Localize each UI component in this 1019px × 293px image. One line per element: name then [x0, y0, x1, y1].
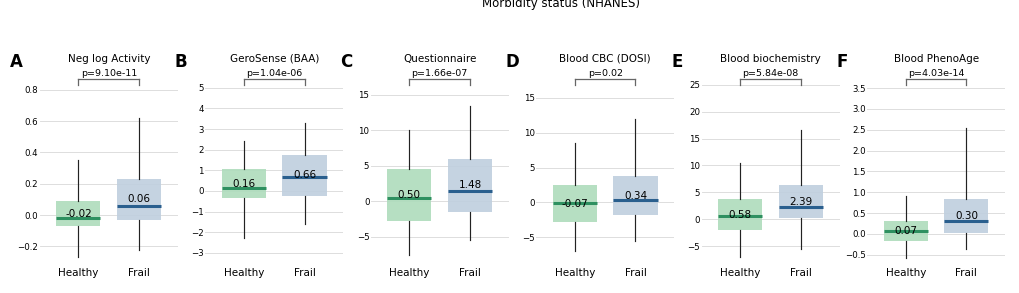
Title: Blood biochemistry: Blood biochemistry — [719, 54, 820, 64]
Title: GeroSense (BAA): GeroSense (BAA) — [229, 54, 319, 64]
Text: C: C — [340, 53, 353, 71]
Text: p=1.04e-06: p=1.04e-06 — [246, 69, 302, 78]
Text: 0.50: 0.50 — [397, 190, 421, 200]
Text: 0.34: 0.34 — [624, 190, 646, 200]
Bar — [552, 185, 596, 222]
Title: Questionnaire: Questionnaire — [403, 54, 476, 64]
Text: 0.07: 0.07 — [894, 226, 916, 236]
Text: B: B — [175, 53, 187, 71]
Bar — [282, 155, 326, 196]
Bar — [717, 199, 761, 230]
Text: 0.30: 0.30 — [954, 211, 977, 221]
Text: 2.39: 2.39 — [789, 197, 812, 207]
Text: F: F — [836, 53, 848, 71]
Bar — [387, 169, 431, 221]
Bar — [944, 199, 987, 233]
Text: 0.66: 0.66 — [292, 171, 316, 180]
Text: p=5.84e-08: p=5.84e-08 — [742, 69, 798, 78]
Text: -0.02: -0.02 — [65, 209, 92, 219]
Text: 1.48: 1.48 — [458, 180, 481, 190]
Text: p=9.10e-11: p=9.10e-11 — [81, 69, 137, 78]
Bar — [612, 176, 657, 215]
Text: D: D — [505, 53, 519, 71]
Title: Blood PhenoAge: Blood PhenoAge — [893, 54, 977, 64]
Text: 0.16: 0.16 — [232, 179, 255, 189]
Bar — [221, 169, 266, 198]
Bar — [447, 159, 491, 212]
Text: E: E — [671, 53, 682, 71]
Title: Blood CBC (DOSI): Blood CBC (DOSI) — [558, 54, 650, 64]
Text: p=1.66e-07: p=1.66e-07 — [411, 69, 468, 78]
Text: p=4.03e-14: p=4.03e-14 — [907, 69, 963, 78]
Bar — [56, 201, 101, 226]
Bar — [882, 221, 927, 241]
Title: Neg log Activity: Neg log Activity — [67, 54, 150, 64]
Text: Morbidity status (NHANES): Morbidity status (NHANES) — [482, 0, 639, 10]
Bar — [117, 179, 161, 220]
Bar — [779, 185, 822, 218]
Text: -0.07: -0.07 — [560, 199, 588, 209]
Text: p=0.02: p=0.02 — [587, 69, 622, 78]
Text: 0.06: 0.06 — [127, 194, 151, 205]
Text: A: A — [9, 53, 22, 71]
Text: 0.58: 0.58 — [728, 209, 751, 219]
